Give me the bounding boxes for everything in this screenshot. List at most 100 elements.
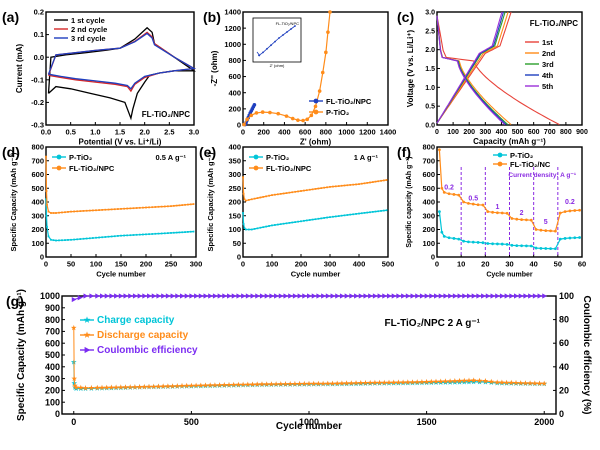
data-point (476, 293, 482, 299)
x-axis-label: Cycle number (276, 421, 342, 432)
data-point (380, 179, 382, 182)
data-point (165, 293, 171, 299)
data-point (462, 239, 465, 243)
data-point (52, 212, 55, 214)
data-point (55, 212, 57, 214)
legend-label: 2nd (542, 49, 556, 58)
data-point (337, 215, 340, 217)
data-point (515, 217, 519, 221)
data-point (136, 384, 143, 390)
data-point (278, 293, 284, 299)
x-tick-label: 600 (299, 128, 312, 137)
x-tick-label: 1.5 (115, 128, 125, 137)
data-point (163, 232, 166, 235)
legend-marker (56, 154, 62, 160)
data-point (155, 383, 162, 389)
data-point (52, 239, 55, 242)
y-tick-label: 500 (31, 184, 44, 193)
data-point (518, 293, 524, 299)
data-point (73, 384, 79, 390)
data-point (343, 184, 346, 187)
data-point (127, 384, 134, 390)
data-point (485, 293, 491, 299)
x-tick-label: 300 (190, 260, 203, 269)
data-point (330, 293, 336, 299)
data-point (401, 293, 406, 299)
data-point (329, 380, 336, 386)
data-point (467, 201, 470, 205)
data-point (188, 382, 195, 389)
data-point (160, 205, 163, 208)
y-tick-label: 200 (45, 386, 60, 396)
data-point (135, 233, 138, 236)
data-point (247, 228, 250, 231)
data-point (500, 211, 504, 215)
data-point (170, 293, 176, 299)
data-point (142, 293, 148, 299)
data-point (178, 231, 181, 234)
x-axis-label: Cycle number (96, 270, 146, 279)
legend-marker (83, 331, 91, 338)
data-point (499, 293, 505, 299)
y-tick-label: 200 (228, 198, 241, 207)
data-point (471, 202, 475, 206)
data-point (563, 210, 567, 214)
data-point (99, 293, 105, 299)
y-tick-label: 200 (228, 104, 241, 113)
legend-marker (253, 154, 259, 160)
data-point (95, 293, 101, 299)
legend-label: 3 rd cycle (71, 34, 106, 43)
data-point (352, 213, 355, 216)
panel-annotation: FL-TiO₂/NPC 2 A g⁻¹ (385, 318, 481, 329)
data-point (329, 185, 331, 188)
y2-tick-label: 80 (559, 315, 569, 325)
data-point (332, 215, 334, 218)
rate-label: 0.2 (565, 199, 575, 206)
panel-d: 0 50 100 150 200 250 300 0 100 200 300 400 500 600 700… (2, 143, 202, 279)
data-point (147, 293, 152, 299)
legend-label: Coulombic efficiency (97, 345, 198, 356)
data-point (358, 212, 360, 215)
data-point (154, 206, 157, 208)
y-tick-label: 500 (45, 350, 60, 360)
data-point (157, 232, 160, 235)
data-point (217, 293, 223, 299)
data-point (240, 381, 246, 388)
x-tick-label: 60 (578, 260, 586, 269)
x-tick-label: 800 (560, 129, 572, 136)
x-tick-label: 400 (353, 260, 366, 269)
y-tick-label: 1400 (224, 8, 241, 17)
data-point (405, 293, 411, 299)
panel-label: (d) (2, 144, 20, 160)
data-point (45, 198, 47, 201)
y-axis-label: Specific capacity (mAh g⁻¹) (406, 156, 413, 247)
x-tick-label: 2.5 (164, 128, 174, 137)
data-point (202, 382, 209, 388)
data-point (323, 186, 326, 189)
data-point (490, 293, 496, 299)
data-point (83, 293, 89, 299)
data-point (452, 293, 458, 299)
data-point (343, 380, 350, 386)
data-point (276, 193, 279, 196)
data-point (77, 295, 83, 301)
inset-data-point (282, 34, 284, 36)
x-tick-label: 1000 (299, 417, 319, 427)
data-point (360, 212, 363, 215)
data-point (554, 247, 557, 251)
legend-entry: P-TiO₂ (493, 151, 533, 160)
data-point (241, 293, 246, 299)
legend-label: 1 st cycle (71, 16, 105, 25)
data-point (438, 210, 441, 214)
data-point (440, 230, 444, 234)
data-point (326, 216, 328, 219)
data-point (252, 103, 257, 107)
data-point (404, 379, 411, 385)
legend-label: FL-TiO₂/NC (510, 160, 551, 169)
data-point (45, 155, 47, 158)
data-point (104, 236, 107, 238)
y-tick-label: -0.3 (31, 121, 44, 130)
data-point (382, 209, 385, 212)
data-point (481, 241, 485, 245)
